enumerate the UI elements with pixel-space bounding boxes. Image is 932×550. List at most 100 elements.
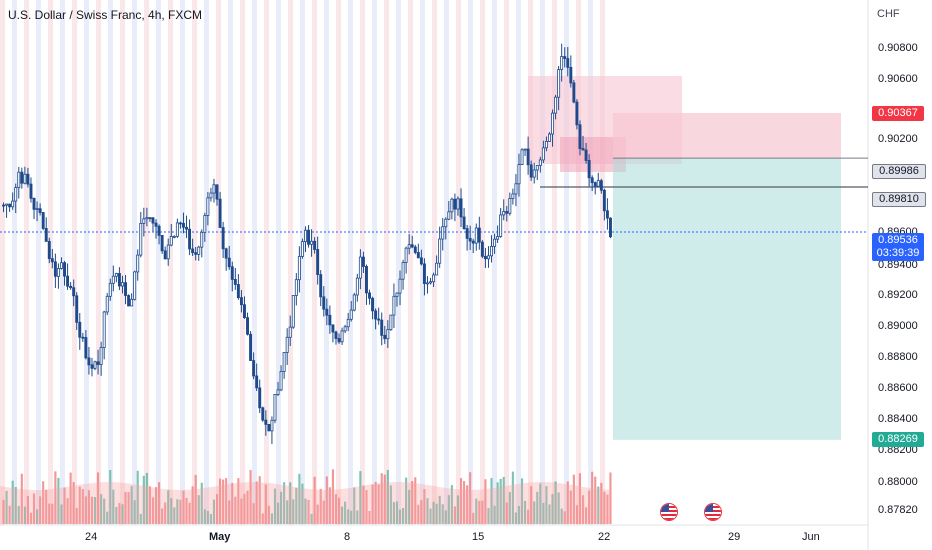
candle-down	[87, 357, 91, 366]
volume-bar	[398, 509, 402, 524]
candle-down	[587, 160, 591, 179]
session-stripe	[204, 0, 209, 525]
volume-bar	[557, 492, 560, 524]
candle-up	[352, 294, 356, 311]
candle-down	[264, 419, 268, 425]
candle-down	[605, 210, 609, 219]
last-price-value: 0.89536	[878, 234, 918, 246]
volume-bar	[215, 494, 219, 524]
volume-bar	[402, 507, 405, 524]
volume-bar	[527, 509, 530, 524]
candle-down	[221, 227, 225, 250]
candle-down	[29, 183, 33, 199]
candle-down	[255, 375, 259, 389]
volume-bar	[478, 500, 481, 524]
candle-up	[282, 352, 286, 372]
candle-down	[2, 204, 5, 207]
candle-down	[316, 249, 320, 275]
volume-bar	[100, 494, 103, 524]
volume-bar	[307, 499, 310, 524]
volume-bar	[472, 512, 475, 524]
volume-bar	[23, 506, 26, 524]
volume-bar	[63, 487, 66, 524]
candle-up	[285, 336, 289, 353]
candle-down	[599, 180, 603, 191]
candle-down	[365, 266, 368, 294]
volume-bar	[572, 474, 575, 524]
candle-up	[130, 298, 134, 307]
candle-down	[453, 198, 457, 210]
volume-bar	[252, 503, 255, 524]
session-stripe	[24, 0, 29, 525]
volume-bar	[337, 497, 341, 524]
candle-down	[477, 227, 481, 243]
volume-bar	[234, 496, 237, 524]
volume-bar	[575, 505, 578, 524]
candle-up	[532, 169, 536, 178]
volume-bar	[377, 484, 380, 524]
volume-bar	[148, 486, 151, 524]
candle-up	[511, 193, 515, 199]
candle-up	[441, 226, 445, 240]
candle-down	[529, 164, 533, 178]
session-stripe	[528, 0, 533, 525]
volume-bar	[554, 481, 557, 524]
candle-up	[297, 255, 301, 281]
volume-bar	[240, 498, 243, 524]
volume-bar	[197, 495, 200, 524]
candle-up	[304, 229, 307, 243]
volume-bar	[545, 486, 548, 524]
candle-down	[483, 255, 487, 260]
candle-down	[471, 240, 475, 244]
candle-down	[78, 321, 82, 338]
volume-bar	[325, 476, 328, 524]
volume-bar	[383, 474, 386, 524]
session-stripe	[456, 0, 461, 525]
session-stripe	[120, 0, 125, 525]
volume-bar	[20, 473, 23, 524]
volume-bar	[304, 498, 307, 524]
volume-bar	[219, 478, 222, 524]
candle-down	[20, 171, 24, 184]
candle-up	[438, 238, 442, 264]
candle-up	[60, 262, 63, 269]
candle-down	[47, 240, 51, 260]
volume-bar	[450, 485, 453, 524]
volume-bar	[319, 488, 322, 524]
candle-down	[194, 252, 198, 255]
us-flag-icon[interactable]	[704, 503, 722, 521]
volume-bar	[115, 506, 118, 524]
candle-up	[395, 292, 399, 297]
volume-bar	[356, 510, 359, 524]
candle-down	[267, 423, 271, 432]
session-stripe	[108, 0, 113, 525]
price-tick: 0.88800	[878, 351, 918, 363]
candle-down	[233, 279, 237, 285]
candle-down	[243, 304, 246, 319]
session-stripe	[468, 0, 473, 525]
us-flag-icon[interactable]	[660, 503, 678, 521]
session-stripe	[240, 0, 245, 525]
volume-bar	[502, 476, 505, 524]
candle-down	[53, 261, 57, 277]
bar-countdown: 03:39:39	[876, 247, 920, 259]
candle-down	[331, 324, 335, 333]
candle-down	[224, 248, 228, 259]
candle-up	[206, 197, 210, 216]
volume-bar	[313, 476, 316, 524]
session-stripe	[576, 0, 581, 525]
volume-bar	[591, 471, 594, 524]
price-tick: 0.90600	[878, 73, 918, 85]
volume-bar	[93, 497, 97, 524]
candle-down	[249, 333, 253, 361]
session-stripe	[156, 0, 161, 525]
candle-up	[114, 273, 118, 277]
candle-down	[374, 310, 378, 320]
candle-up	[203, 215, 207, 233]
candle-up	[273, 394, 277, 421]
volume-bar	[310, 513, 313, 524]
candle-down	[157, 225, 161, 236]
volume-bar	[594, 476, 597, 524]
